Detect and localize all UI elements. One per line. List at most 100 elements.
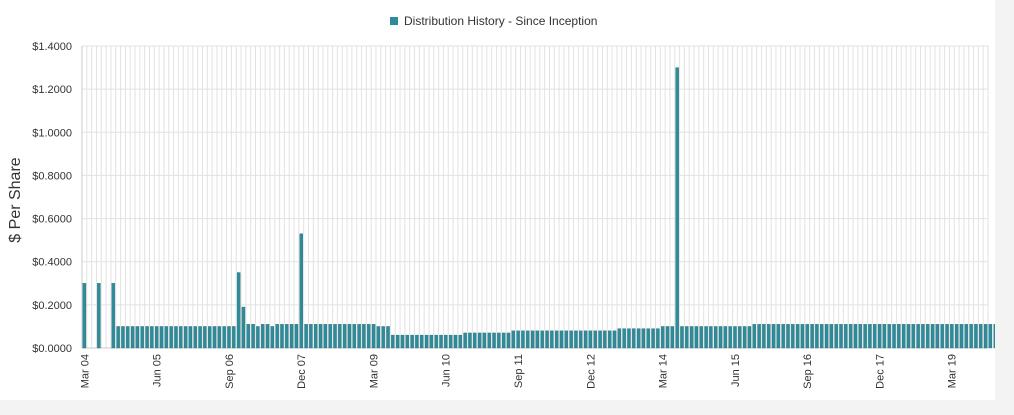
bar <box>482 332 487 349</box>
bar <box>261 324 265 349</box>
bar <box>342 324 347 349</box>
bar <box>222 326 226 349</box>
bar <box>323 324 328 349</box>
bar <box>333 324 337 349</box>
bar <box>824 324 829 349</box>
bar <box>670 326 675 349</box>
bar <box>501 332 506 349</box>
bar <box>521 330 525 349</box>
bar <box>598 330 602 349</box>
bar <box>506 332 511 349</box>
y-tick-label: $1.2000 <box>32 84 72 96</box>
bar <box>198 326 202 349</box>
bar <box>207 326 212 349</box>
bar <box>829 324 834 349</box>
bar <box>897 324 901 349</box>
bar <box>752 324 756 349</box>
bar <box>781 324 785 349</box>
bar <box>111 283 116 349</box>
bar <box>530 330 535 349</box>
bar <box>516 330 520 349</box>
bar <box>926 324 930 349</box>
bar <box>280 324 284 349</box>
bar <box>901 324 906 349</box>
bar <box>776 324 781 349</box>
bar <box>371 324 376 349</box>
x-tick-label: Mar 14 <box>658 354 670 388</box>
bar <box>583 330 588 349</box>
chart-panel: $0.0000 $0.2000 $0.4000 $0.6000 $0.8000 $1.00… <box>0 0 995 400</box>
bar <box>882 324 887 349</box>
bar <box>154 326 159 349</box>
bar <box>810 324 814 349</box>
bar <box>627 328 631 349</box>
bar <box>458 334 463 349</box>
bar <box>858 324 863 349</box>
x-tick-label: Sep 11 <box>513 354 525 388</box>
bar <box>463 332 467 349</box>
y-tick-label: $0.2000 <box>32 300 72 312</box>
bar <box>930 324 935 349</box>
bar <box>338 324 342 349</box>
bar <box>718 326 723 349</box>
x-tick-label: Jun 15 <box>730 354 742 387</box>
bar <box>747 326 752 349</box>
bar <box>328 324 332 349</box>
bar <box>376 326 381 349</box>
bar <box>805 324 809 349</box>
legend[interactable]: Distribution History - Since Inception <box>390 14 597 28</box>
bar <box>535 330 540 349</box>
bar <box>145 326 149 349</box>
bar <box>974 324 978 349</box>
bar <box>453 334 458 349</box>
bar <box>815 324 819 349</box>
bar <box>159 326 164 349</box>
bar <box>964 324 969 349</box>
bar <box>728 326 732 349</box>
bar <box>911 324 916 349</box>
bar <box>863 324 867 349</box>
bar <box>559 330 564 349</box>
bar <box>767 324 771 349</box>
bar <box>468 332 472 349</box>
bar <box>988 324 993 349</box>
bar <box>241 306 246 349</box>
x-tick-label: Mar 09 <box>368 354 380 388</box>
bar <box>415 334 419 349</box>
y-tick-label: $0.8000 <box>32 170 72 182</box>
bar <box>448 334 453 349</box>
bar <box>497 332 501 349</box>
y-tick-label: $0.0000 <box>32 343 72 355</box>
y-tick-label: $1.0000 <box>32 127 72 139</box>
bar <box>694 326 699 349</box>
x-tick-label: Sep 16 <box>802 354 814 389</box>
bar <box>487 332 491 349</box>
bar <box>550 330 554 349</box>
bar <box>251 324 255 349</box>
bar <box>400 334 405 349</box>
legend-swatch <box>390 17 398 25</box>
bar <box>217 326 222 349</box>
bar <box>742 326 747 349</box>
bar <box>395 334 400 349</box>
bar <box>945 324 949 349</box>
bar <box>699 326 703 349</box>
bar <box>352 324 356 349</box>
x-tick-label: Mar 04 <box>79 354 91 388</box>
bar <box>665 326 670 349</box>
bar <box>405 334 410 349</box>
bar <box>603 330 607 349</box>
bar <box>294 324 299 349</box>
y-axis-title: $ Per Share <box>7 157 24 243</box>
x-tick-label: Jun 10 <box>441 354 453 387</box>
bar <box>993 324 995 349</box>
x-tick-label: Jun 05 <box>152 354 164 387</box>
bar <box>554 330 559 349</box>
bar <box>940 324 944 349</box>
x-tick-label: Sep 06 <box>224 354 236 389</box>
bar <box>540 330 544 349</box>
bar <box>270 326 275 349</box>
legend-label: Distribution History - Since Inception <box>404 14 598 28</box>
y-tick-label: $0.4000 <box>32 257 72 269</box>
bar <box>579 330 583 349</box>
